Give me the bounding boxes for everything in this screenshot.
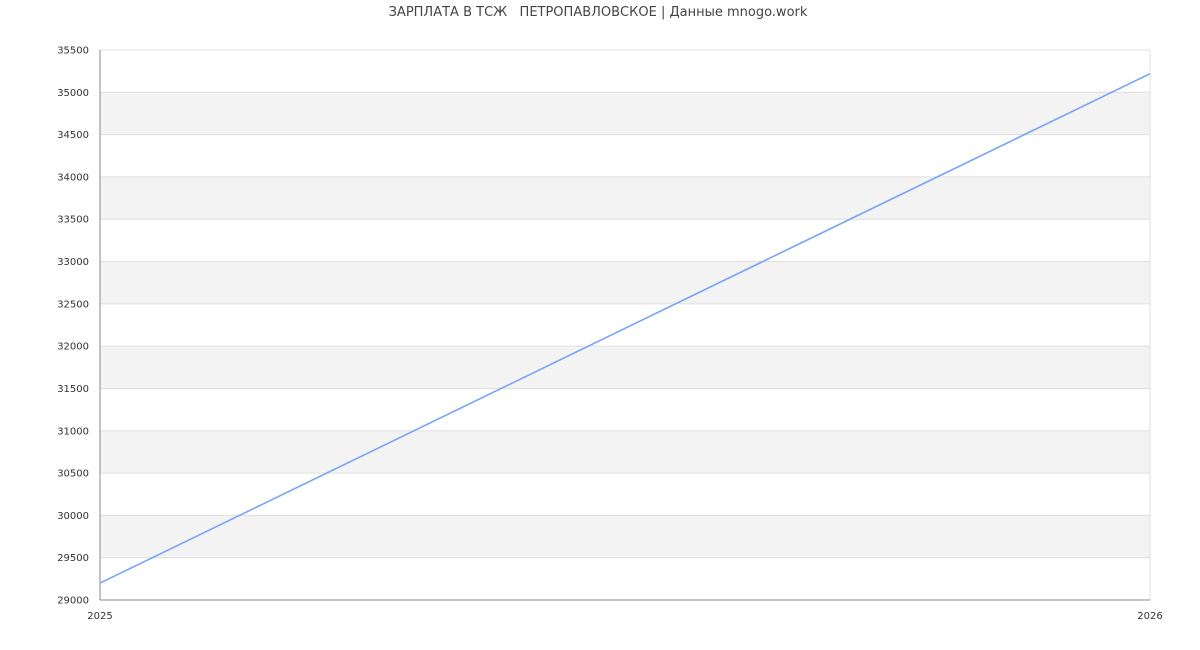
y-tick-label: 33000 [57, 257, 89, 268]
y-tick-label: 31500 [57, 384, 89, 395]
x-tick-label: 2026 [1137, 611, 1162, 622]
y-tick-label: 34500 [57, 130, 89, 141]
y-tick-label: 30000 [57, 511, 89, 522]
grid-band [100, 515, 1150, 558]
grid-band [100, 176, 1150, 220]
series-line [99, 72, 1151, 584]
y-tick-label: 34000 [57, 172, 89, 183]
chart-title: ЗАРПЛАТА В ТСЖ ПЕТРОПАВЛОВСКОЕ | Данные … [389, 5, 808, 20]
y-tick-label: 32000 [57, 342, 89, 353]
y-tick-label: 35500 [57, 46, 89, 57]
x-tick-label: 2025 [87, 611, 112, 622]
y-tick-label: 32500 [57, 299, 89, 310]
grid-band [100, 430, 1150, 474]
y-tick-label: 33500 [57, 215, 89, 226]
grid-band [100, 261, 1150, 304]
y-tick-label: 29500 [57, 553, 89, 564]
y-tick-label: 29000 [57, 596, 89, 607]
y-tick-label: 30500 [57, 469, 89, 480]
grid-band [100, 92, 1150, 135]
y-tick-label: 35000 [57, 88, 89, 99]
grid-band [100, 346, 1150, 389]
y-tick-label: 31000 [57, 426, 89, 437]
